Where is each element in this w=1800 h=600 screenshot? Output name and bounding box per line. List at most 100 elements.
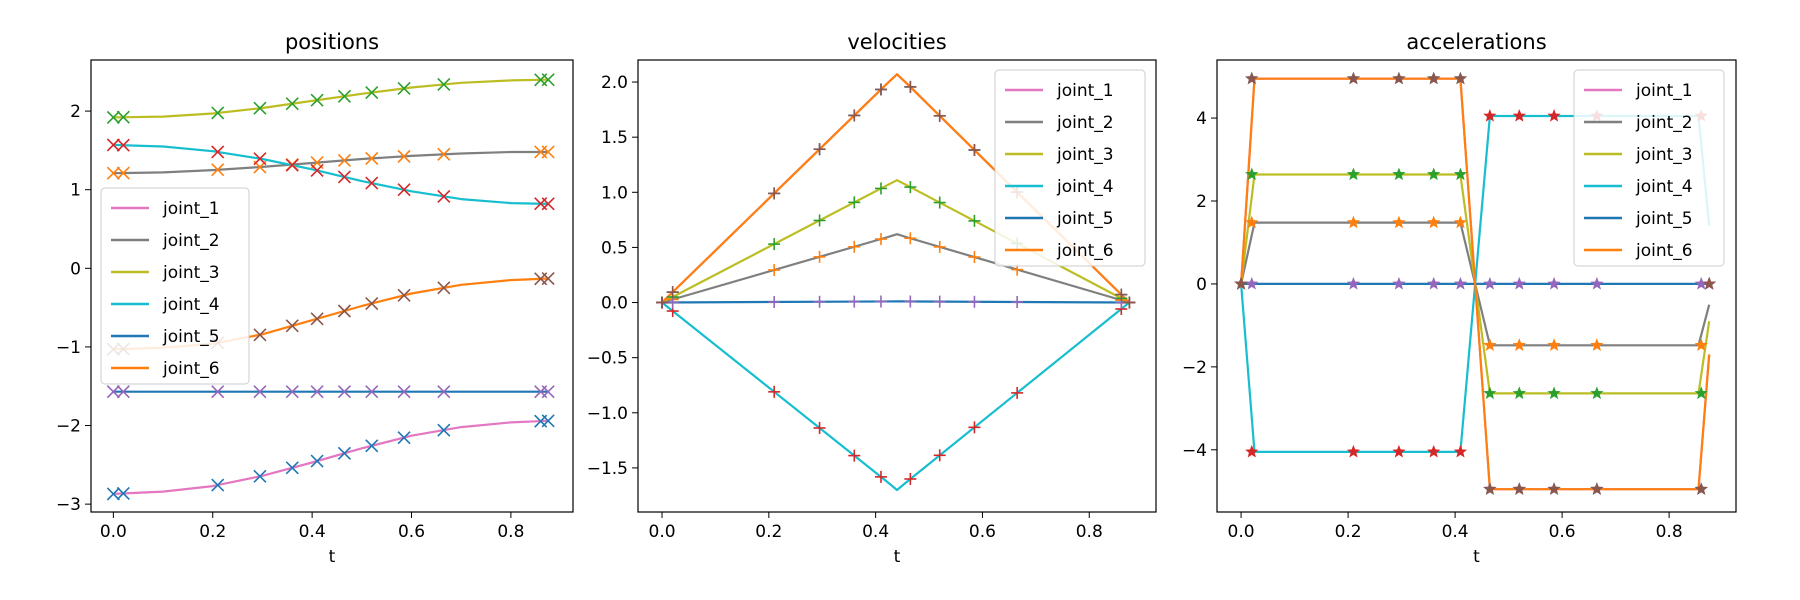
legend-label-joint_3: joint_3 <box>1635 145 1693 165</box>
marker-joint_2 <box>1483 338 1497 351</box>
x-tick-label: 0.6 <box>398 522 425 542</box>
x-tick-label: 0.4 <box>1442 522 1469 542</box>
marker-joint_6 <box>1453 71 1468 85</box>
marker-joint_3-b <box>337 89 351 103</box>
marker-joint_6 <box>1427 71 1441 85</box>
marker-joint_3 <box>1483 386 1497 400</box>
marker-joint_2 <box>1547 338 1561 351</box>
x-axis-label: t <box>894 547 901 567</box>
markers-joint_3 <box>106 73 555 124</box>
marker-joint_2 <box>1694 338 1708 351</box>
axes-frame <box>637 59 1157 513</box>
marker-joint_5 <box>1590 276 1604 290</box>
marker-joint_2-b <box>211 163 225 177</box>
x-tick-label: 0.0 <box>100 522 127 542</box>
marker-joint_3-b <box>253 101 267 115</box>
legend-label-joint_1: joint_1 <box>162 199 220 219</box>
legend: joint_1 joint_2 joint_3 joint_4 joint_5joint… <box>1573 69 1725 267</box>
legend-label-joint_3: joint_3 <box>162 263 220 283</box>
marker-joint_5 <box>1512 276 1526 290</box>
markers-joint_1 <box>106 414 555 501</box>
marker-joint_2 <box>1512 338 1526 351</box>
series-line-joint_4 <box>113 143 549 205</box>
marker-joint_6-b <box>397 288 411 302</box>
marker-joint_6 <box>1234 276 1248 290</box>
series-line-joint_4 <box>661 301 1130 492</box>
marker-joint_1-b <box>116 486 130 501</box>
marker-joint_1-b <box>310 454 324 468</box>
marker-joint_1-b <box>253 469 267 483</box>
y-tick-label: −0.5 <box>587 349 628 369</box>
marker-joint_3 <box>1346 167 1361 181</box>
panel-title: accelerations <box>1406 30 1546 54</box>
marker-joint_5 <box>1694 276 1708 290</box>
marker-joint_2-b <box>116 166 130 180</box>
y-tick-label: −2 <box>1182 358 1207 378</box>
marker-joint_3 <box>1392 167 1406 181</box>
marker-joint_4 <box>1392 444 1406 458</box>
x-tick-label: 0.2 <box>199 522 226 542</box>
markers-joint_6 <box>656 80 1136 309</box>
y-tick-label: −4 <box>1182 441 1207 461</box>
y-tick-label: −1.0 <box>587 404 628 424</box>
legend-label-joint_5: joint_5 <box>1635 209 1693 229</box>
marker-joint_6-b <box>541 271 555 286</box>
marker-joint_1-b <box>437 423 451 437</box>
marker-joint_2-b <box>106 166 120 180</box>
marker-joint_3 <box>1590 386 1604 400</box>
marker-joint_5-b <box>541 385 555 399</box>
marker-joint_3-b <box>310 93 324 107</box>
marker-joint_6-b <box>337 304 351 318</box>
y-tick-label: 2 <box>1196 192 1207 212</box>
y-tick-label: 4 <box>1196 109 1207 129</box>
marker-joint_6 <box>1590 482 1604 495</box>
marker-joint_3-b <box>211 106 225 120</box>
marker-joint_2 <box>1427 215 1441 229</box>
series-line-joint_2 <box>661 233 1130 304</box>
marker-joint_6-b <box>310 312 324 326</box>
y-tick-label: 0 <box>1196 275 1207 295</box>
marker-joint_4-b <box>437 189 451 203</box>
marker-joint_3-b <box>106 110 120 124</box>
series-line-joint_6 <box>1240 77 1711 491</box>
marker-joint_4-b <box>337 170 351 184</box>
marker-joint_3-b <box>541 73 555 87</box>
marker-joint_2-b <box>541 145 555 159</box>
marker-joint_5-b <box>211 385 225 399</box>
marker-joint_2-b <box>397 149 411 163</box>
marker-joint_3-b <box>116 110 130 124</box>
panel-positions: positions 0.0 0.2 0.4 0.6 0.8 −3 −2 −1 0 1 2 t joint_… <box>56 30 574 567</box>
marker-joint_2-b <box>365 151 379 165</box>
marker-joint_4 <box>1483 109 1497 122</box>
y-tick-label: 1 <box>70 181 81 201</box>
marker-joint_5 <box>1427 276 1441 290</box>
marker-joint_4-b <box>541 197 555 211</box>
panel-title: velocities <box>847 30 946 54</box>
x-axis-label: t <box>329 547 336 567</box>
marker-joint_5-b <box>397 385 411 399</box>
marker-joint_4 <box>1547 109 1561 122</box>
marker-joint_1-b <box>541 414 555 428</box>
markers-joint_4 <box>656 296 1136 485</box>
marker-joint_6 <box>1547 482 1561 495</box>
marker-joint_6-b <box>437 281 451 295</box>
x-tick-label: 0.0 <box>649 522 676 542</box>
x-tick-label: 0.2 <box>755 522 782 542</box>
marker-joint_5-b <box>310 385 324 399</box>
x-tick-label: 0.8 <box>1076 522 1103 542</box>
legend-label-joint_2: joint_2 <box>1635 113 1693 133</box>
marker-joint_4-b <box>116 138 130 152</box>
marker-joint_5 <box>1547 276 1561 290</box>
x-tick-label: 0.4 <box>299 522 326 542</box>
marker-joint_4-b <box>365 176 379 190</box>
marker-joint_5 <box>1483 276 1497 290</box>
y-tick-label: 2.0 <box>601 73 628 93</box>
x-tick-label: 0.6 <box>969 522 996 542</box>
axes-frame <box>90 59 574 513</box>
marker-joint_6 <box>1483 482 1497 495</box>
marker-joint_3 <box>1427 167 1441 181</box>
marker-joint_3-b <box>437 77 451 92</box>
marker-joint_2 <box>1590 338 1604 351</box>
marker-joint_3 <box>1453 167 1468 181</box>
legend-label-joint_6: joint_6 <box>162 359 220 379</box>
